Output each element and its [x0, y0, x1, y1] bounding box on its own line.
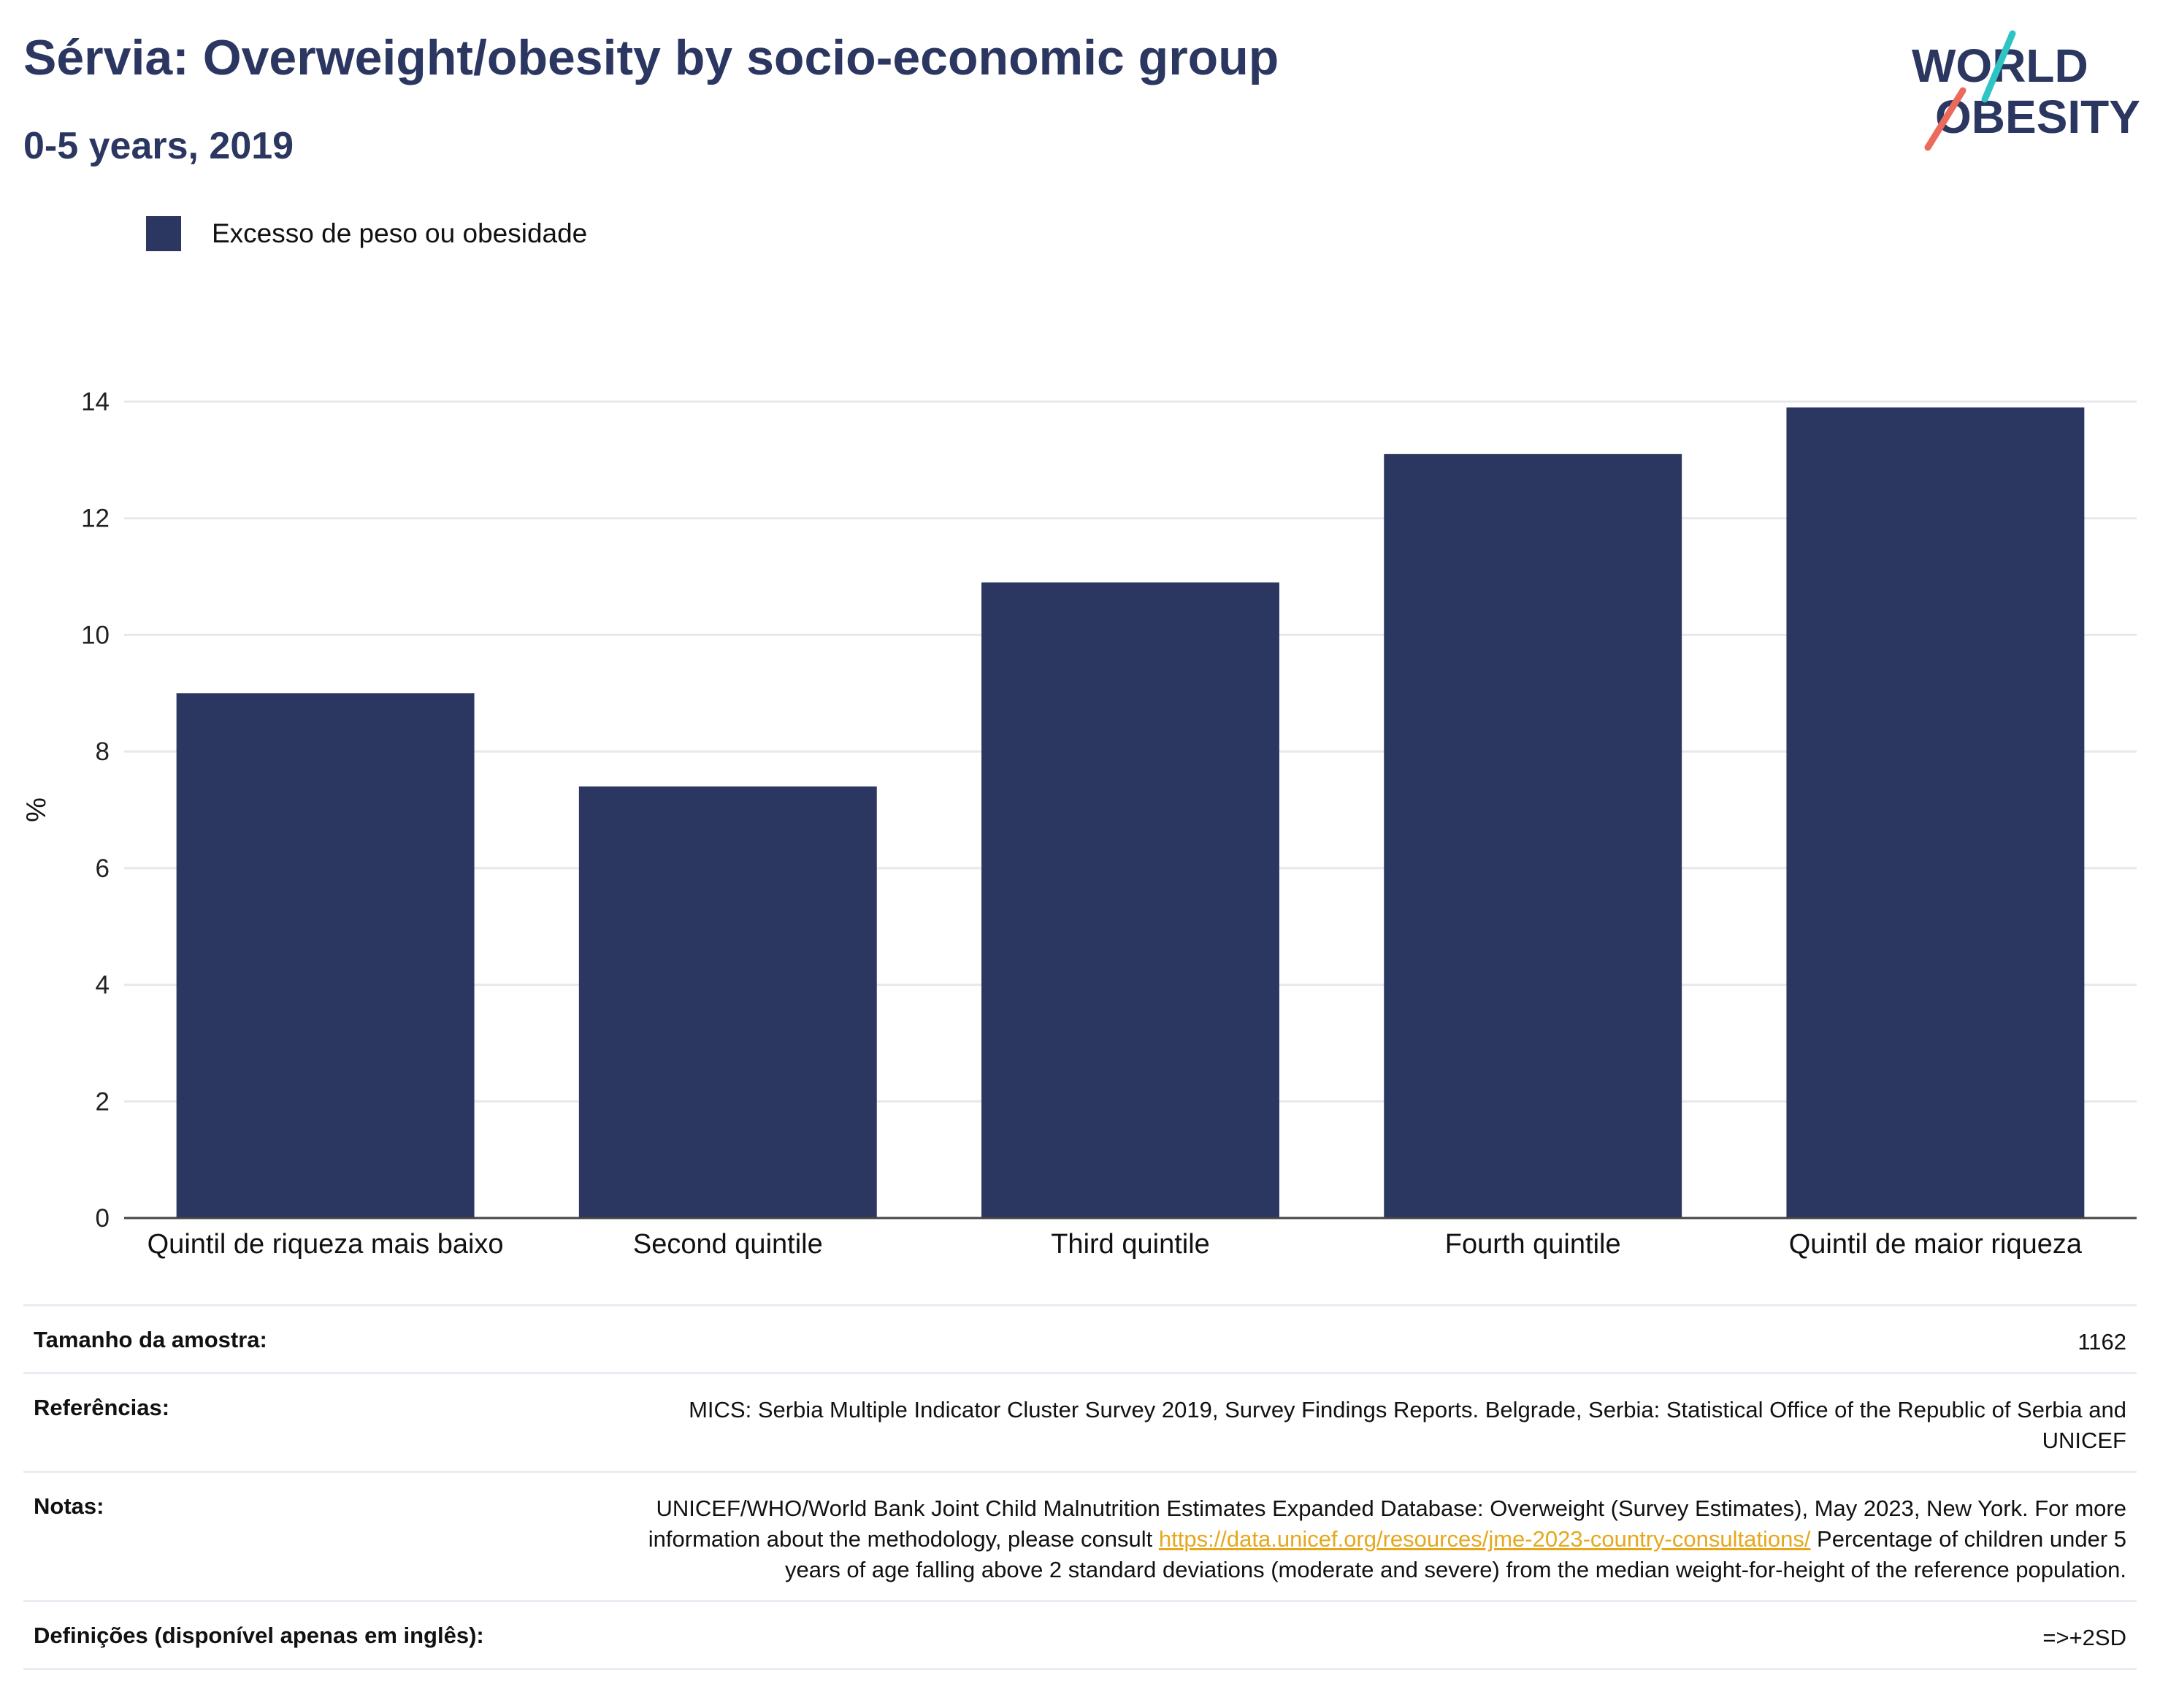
meta-row-notes: Notas: UNICEF/WHO/World Bank Joint Child…: [23, 1471, 2137, 1600]
logo-slash-coral: [1924, 87, 1966, 151]
chart-title: Sérvia: Overweight/obesity by socio-econ…: [23, 30, 1279, 85]
bar: [176, 693, 475, 1218]
chart-subtitle: 0-5 years, 2019: [23, 125, 294, 167]
bar: [1786, 407, 2085, 1218]
sample-size-value: 1162: [2077, 1329, 2126, 1355]
chart-legend[interactable]: Excesso de peso ou obesidade: [146, 216, 587, 251]
y-tick-label: 4: [96, 971, 110, 1000]
logo-word-obesity: OBESITY: [1935, 91, 2140, 143]
definitions-value: =>+2SD: [2042, 1625, 2126, 1650]
y-tick-label: 14: [81, 388, 110, 416]
x-tick-label: Second quintile: [633, 1229, 823, 1260]
meta-row-sample: Tamanho da amostra: 1162: [23, 1304, 2137, 1372]
world-obesity-logo[interactable]: WORLD OBESITY: [1906, 29, 2147, 153]
x-tick-label: Third quintile: [1051, 1229, 1210, 1260]
definitions-label: Definições (disponível apenas em inglês)…: [34, 1623, 484, 1648]
y-tick-label: 8: [96, 738, 110, 766]
sample-size-label: Tamanho da amostra:: [34, 1327, 267, 1352]
y-tick-label: 12: [81, 505, 110, 533]
metadata-table: Tamanho da amostra: 1162 Referências: MI…: [23, 1304, 2137, 1670]
y-tick-label: 0: [96, 1204, 110, 1233]
references-label: Referências:: [34, 1395, 170, 1420]
notes-text-2: Percentage of children under 5 years of …: [785, 1526, 2126, 1582]
notes-value: UNICEF/WHO/World Bank Joint Child Malnut…: [608, 1493, 2126, 1585]
x-tick-label: Fourth quintile: [1445, 1229, 1621, 1260]
references-value: MICS: Serbia Multiple Indicator Cluster …: [689, 1397, 2126, 1453]
x-tick-label: Quintil de maior riqueza: [1789, 1229, 2083, 1260]
x-tick-label: Quintil de riqueza mais baixo: [148, 1229, 504, 1260]
meta-row-definitions: Definições (disponível apenas em inglês)…: [23, 1600, 2137, 1670]
notes-text-1: UNICEF/WHO/World Bank Joint Child Malnut…: [648, 1496, 2126, 1552]
notes-label: Notas:: [34, 1493, 104, 1519]
y-tick-label: 10: [81, 621, 110, 649]
y-tick-label: 6: [96, 854, 110, 883]
y-axis-title: %: [21, 797, 52, 822]
legend-swatch: [146, 216, 181, 251]
bar: [1384, 453, 1682, 1218]
methodology-link[interactable]: https://data.unicef.org/resources/jme-20…: [1158, 1526, 1811, 1552]
bar: [578, 786, 877, 1218]
bar: [981, 582, 1279, 1218]
logo-slash-teal: [1981, 30, 2016, 103]
y-tick-label: 2: [96, 1087, 110, 1116]
legend-label: Excesso de peso ou obesidade: [212, 218, 588, 248]
bar-chart: 0 2 4 6 8 10 12 14% Quintil de riqueza mais baix…: [21, 388, 2137, 1260]
meta-row-references: Referências: MICS: Serbia Multiple Indic…: [23, 1372, 2137, 1471]
